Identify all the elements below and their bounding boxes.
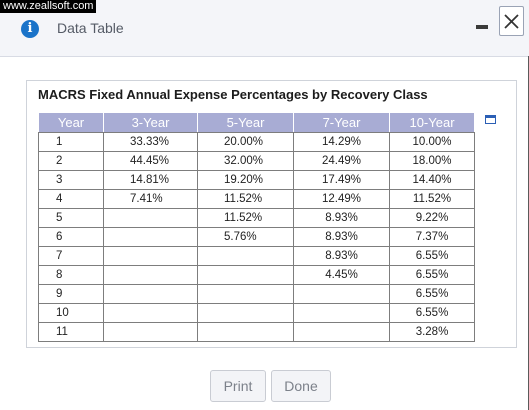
cell-3-year [103,284,198,304]
macrs-table: Year 3-Year 5-Year 7-Year 10-Year 1 33.33… [38,112,475,342]
cell-5-year: 5.76% [197,227,294,247]
cell-5-year: 19.20% [197,170,294,190]
cell-10-year: 11.52% [389,189,475,209]
cell-5-year [197,265,294,285]
dialog-title: Data Table [57,20,124,36]
cell-3-year [103,246,198,266]
cell-5-year: 20.00% [197,132,294,152]
cell-3-year [103,265,198,285]
cell-5-year: 11.52% [197,208,294,228]
table-row: 11 3.28% [38,322,475,342]
cell-7-year [293,322,390,342]
table-row: 1 33.33% 20.00% 14.29% 10.00% [38,132,475,152]
table-row: 2 44.45% 32.00% 24.49% 18.00% [38,151,475,171]
table-row: 5 11.52% 8.93% 9.22% [38,208,475,228]
column-header-5-year: 5-Year [197,112,294,133]
cell-year: 9 [38,284,104,304]
table-row: 6 5.76% 8.93% 7.37% [38,227,475,247]
cell-5-year: 32.00% [197,151,294,171]
cell-year: 10 [38,303,104,323]
data-table-panel: MACRS Fixed Annual Expense Percentages b… [26,80,517,348]
cell-year: 11 [38,322,104,342]
cell-5-year [197,246,294,266]
cell-10-year: 6.55% [389,303,475,323]
watermark: www.zeallsoft.com [0,0,97,13]
cell-10-year: 10.00% [389,132,475,152]
table-row: 4 7.41% 11.52% 12.49% 11.52% [38,189,475,209]
cell-7-year: 17.49% [293,170,390,190]
table-row: 8 4.45% 6.55% [38,265,475,285]
cell-year: 8 [38,265,104,285]
cell-3-year: 44.45% [103,151,198,171]
cell-7-year: 8.93% [293,227,390,247]
cell-10-year: 18.00% [389,151,475,171]
expand-icon[interactable] [485,115,496,124]
cell-3-year [103,208,198,228]
cell-7-year: 8.93% [293,208,390,228]
table-row: 3 14.81% 19.20% 17.49% 14.40% [38,170,475,190]
cell-10-year: 9.22% [389,208,475,228]
cell-year: 3 [38,170,104,190]
done-button[interactable]: Done [271,370,331,402]
cell-year: 4 [38,189,104,209]
cell-year: 6 [38,227,104,247]
table-header-row: Year 3-Year 5-Year 7-Year 10-Year [38,112,475,133]
minimize-button[interactable] [473,17,491,35]
cell-year: 7 [38,246,104,266]
cell-3-year [103,227,198,247]
cell-5-year [197,322,294,342]
table-row: 7 8.93% 6.55% [38,246,475,266]
cell-7-year [293,303,390,323]
column-header-7-year: 7-Year [293,112,390,133]
cell-10-year: 6.55% [389,284,475,304]
table-title: MACRS Fixed Annual Expense Percentages b… [38,87,428,102]
info-icon: i [21,20,39,38]
cell-3-year: 33.33% [103,132,198,152]
column-header-3-year: 3-Year [103,112,198,133]
cell-year: 2 [38,151,104,171]
cell-10-year: 6.55% [389,265,475,285]
cell-10-year: 3.28% [389,322,475,342]
cell-3-year [103,322,198,342]
column-header-year: Year [38,112,104,133]
cell-5-year [197,284,294,304]
table-row: 10 6.55% [38,303,475,323]
cell-year: 1 [38,132,104,152]
cell-3-year: 14.81% [103,170,198,190]
cell-year: 5 [38,208,104,228]
cell-10-year: 6.55% [389,246,475,266]
cell-5-year: 11.52% [197,189,294,209]
table-row: 9 6.55% [38,284,475,304]
close-icon [504,13,519,29]
cell-10-year: 14.40% [389,170,475,190]
cell-7-year: 8.93% [293,246,390,266]
cell-7-year: 14.29% [293,132,390,152]
print-button[interactable]: Print [210,370,266,402]
cell-7-year: 12.49% [293,189,390,209]
cell-10-year: 7.37% [389,227,475,247]
minimize-icon [476,25,488,29]
cell-7-year: 4.45% [293,265,390,285]
cell-7-year: 24.49% [293,151,390,171]
cell-3-year: 7.41% [103,189,198,209]
cell-3-year [103,303,198,323]
close-button[interactable] [499,6,524,36]
cell-5-year [197,303,294,323]
column-header-10-year: 10-Year [389,112,475,133]
cell-7-year [293,284,390,304]
